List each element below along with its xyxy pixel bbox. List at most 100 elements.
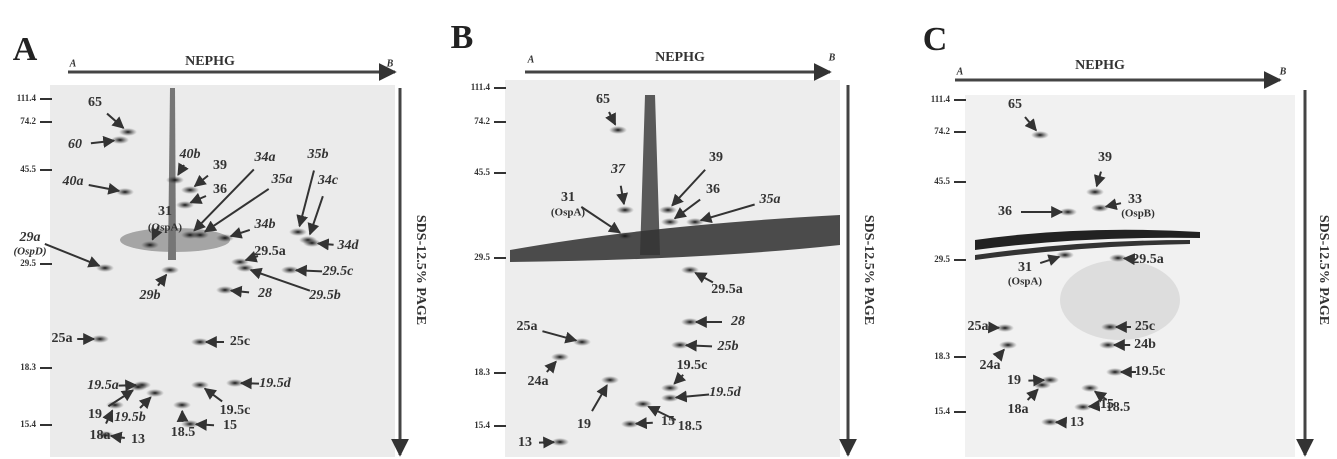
spot-arrow <box>229 285 250 298</box>
spot-arrow <box>673 198 701 220</box>
spot-arrow <box>591 384 608 412</box>
protein-spot <box>191 338 209 346</box>
protein-spot <box>1059 208 1077 216</box>
protein-spot <box>226 379 244 387</box>
protein-spot <box>661 218 679 226</box>
spot-label: 28 <box>730 314 745 329</box>
mw-marker: 15.4 <box>20 419 36 429</box>
mw-marker: 45.5 <box>934 176 950 186</box>
spot-label: (OspA) <box>1008 276 1043 288</box>
mw-marker: 15.4 <box>934 406 950 416</box>
spot-label: 13 <box>518 435 532 450</box>
spot-label: 34a <box>254 150 276 165</box>
spot-arrow <box>1026 388 1039 402</box>
spot-label: 40a <box>62 174 84 189</box>
protein-spot <box>999 341 1017 349</box>
spot-label: 29.5a <box>254 244 286 259</box>
spot-label: (OspA) <box>551 207 586 219</box>
spot-label: 25a <box>968 319 989 334</box>
mw-marker: 111.4 <box>17 93 37 103</box>
spot-arrow <box>1093 390 1108 403</box>
smear <box>1060 260 1180 340</box>
spot-label: 35a <box>271 172 293 187</box>
spot-label: 25c <box>230 334 250 349</box>
protein-spot <box>181 420 199 428</box>
spot-arrow <box>1087 399 1101 412</box>
spot-arrow <box>138 396 152 410</box>
protein-spot <box>1101 323 1119 331</box>
spot-label: 31 <box>158 204 172 219</box>
panel-letter: B <box>451 19 474 56</box>
axis-label: NEPHG <box>185 54 235 69</box>
protein-spot <box>303 239 321 247</box>
spot-label: 19.5d <box>709 385 742 400</box>
spot-arrow <box>316 238 334 251</box>
panel-letter: A <box>13 31 38 68</box>
spot-arrow <box>1122 253 1137 266</box>
mw-marker: 18.3 <box>934 351 950 361</box>
protein-spot <box>551 438 569 446</box>
protein-spot <box>621 420 639 428</box>
spot-arrow <box>992 348 1005 362</box>
spot-label: 35b <box>307 147 329 162</box>
spot-label: 29.5c <box>322 264 355 279</box>
protein-spot <box>119 128 137 136</box>
spot-label: 65 <box>88 95 102 110</box>
spot-label: 31 <box>561 190 575 205</box>
spot-arrow <box>674 390 710 403</box>
spot-arrow <box>605 111 617 126</box>
spot-label: 39 <box>213 158 227 173</box>
direction-start: A <box>69 58 77 69</box>
panel: CA B NEPHG SDS-12.5% PAGE 111.4 74.2 45.5 29.5 1… <box>923 21 1331 457</box>
protein-spot <box>173 401 191 409</box>
spot-label: 33 <box>1128 192 1142 207</box>
protein-spot <box>106 401 124 409</box>
spot-label: 65 <box>1008 97 1022 112</box>
spot-arrow <box>194 418 215 431</box>
spot-arrow <box>684 339 713 352</box>
spot-arrow <box>151 224 163 241</box>
spot-arrow <box>193 168 255 232</box>
page-label: SDS-12.5% PAGE <box>1316 215 1331 325</box>
spot-arrow <box>294 264 323 277</box>
spot-label: 39 <box>709 150 723 165</box>
spot-label: 18a <box>1008 402 1029 417</box>
spot-label: 24b <box>1134 337 1156 352</box>
spot-label: 36 <box>706 182 720 197</box>
spot-label: 31 <box>1018 260 1032 275</box>
spot-arrow <box>671 169 706 207</box>
spot-label: 25a <box>517 319 538 334</box>
direction-start: A <box>956 66 964 77</box>
spot-label: 36 <box>213 182 227 197</box>
protein-spot <box>141 241 159 249</box>
mw-marker: 74.2 <box>934 126 950 136</box>
spot-label: 13 <box>131 432 145 447</box>
mw-marker: 74.2 <box>474 116 490 126</box>
spot-arrow <box>699 203 755 224</box>
protein-spot <box>996 324 1014 332</box>
protein-spot <box>1109 254 1127 262</box>
protein-spot <box>216 234 234 242</box>
protein-spot <box>166 176 184 184</box>
protein-spot <box>686 218 704 226</box>
spot-label: 34b <box>254 217 276 232</box>
mw-marker: 45.5 <box>474 167 490 177</box>
spot-arrow <box>616 185 629 206</box>
spot-label: 34c <box>317 173 339 188</box>
protein-spot <box>1099 341 1117 349</box>
protein-spot <box>616 206 634 214</box>
mw-marker: 18.3 <box>20 362 36 372</box>
spot-arrow <box>203 387 223 403</box>
protein-spot <box>181 186 199 194</box>
spot-label: 19.5c <box>677 358 708 373</box>
spot-label: 29.5b <box>308 288 341 303</box>
protein-spot <box>601 376 619 384</box>
spot-label: 65 <box>596 92 610 107</box>
protein-spot <box>573 338 591 346</box>
spot-arrow <box>109 431 125 444</box>
spot-label: 19.5d <box>259 376 292 391</box>
protein-spot <box>111 136 129 144</box>
protein-spot <box>661 384 679 392</box>
protein-spot <box>671 341 689 349</box>
protein-spot <box>236 264 254 272</box>
